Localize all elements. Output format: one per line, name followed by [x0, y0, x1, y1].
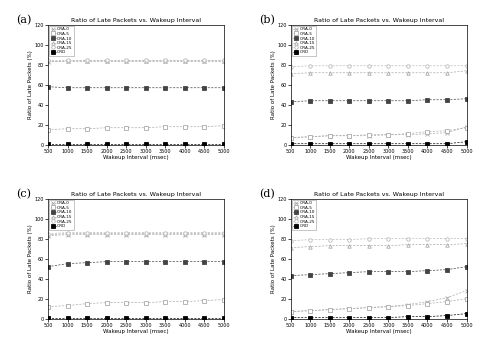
Y-axis label: Ratio of Late Packets (%): Ratio of Late Packets (%): [270, 50, 275, 119]
Y-axis label: Ratio of Late Packets (%): Ratio of Late Packets (%): [270, 224, 275, 293]
X-axis label: Wakeup Interval (msec): Wakeup Interval (msec): [103, 155, 168, 160]
Y-axis label: Ratio of Late Packets (%): Ratio of Late Packets (%): [28, 50, 33, 119]
Legend: ORA-0, ORA-5, ORA-10, ORA-15, ORA-25, ORD: ORA-0, ORA-5, ORA-10, ORA-15, ORA-25, OR…: [49, 200, 73, 229]
X-axis label: Wakeup Interval (msec): Wakeup Interval (msec): [345, 329, 410, 334]
X-axis label: Wakeup Interval (msec): Wakeup Interval (msec): [103, 329, 168, 334]
Legend: ORA-0, ORA-5, ORA-10, ORA-15, ORA-25, ORD: ORA-0, ORA-5, ORA-10, ORA-15, ORA-25, OR…: [291, 26, 315, 56]
Text: (b): (b): [259, 15, 275, 25]
X-axis label: Wakeup Interval (msec): Wakeup Interval (msec): [345, 155, 410, 160]
Title: Ratio of Late Packets vs. Wakeup Interval: Ratio of Late Packets vs. Wakeup Interva…: [313, 192, 443, 197]
Legend: ORA-0, ORA-5, ORA-10, ORA-15, ORA-25, ORD: ORA-0, ORA-5, ORA-10, ORA-15, ORA-25, OR…: [291, 200, 315, 229]
Title: Ratio of Late Packets vs. Wakeup Interval: Ratio of Late Packets vs. Wakeup Interva…: [71, 192, 201, 197]
Title: Ratio of Late Packets vs. Wakeup Interval: Ratio of Late Packets vs. Wakeup Interva…: [71, 18, 201, 23]
Text: (d): (d): [259, 189, 274, 199]
Legend: ORA-0, ORA-5, ORA-10, ORA-15, ORA-25, ORD: ORA-0, ORA-5, ORA-10, ORA-15, ORA-25, OR…: [49, 26, 73, 56]
Text: (a): (a): [16, 15, 32, 25]
Text: (c): (c): [16, 189, 31, 199]
Title: Ratio of Late Packets vs. Wakeup Interval: Ratio of Late Packets vs. Wakeup Interva…: [313, 18, 443, 23]
Y-axis label: Ratio of Late Packets (%): Ratio of Late Packets (%): [28, 224, 33, 293]
